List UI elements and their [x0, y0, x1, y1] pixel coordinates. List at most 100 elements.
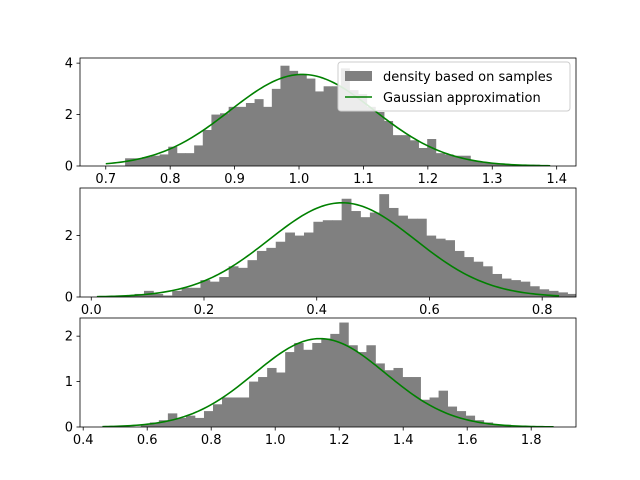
histogram-bar	[271, 88, 281, 166]
axes-frame	[79, 187, 577, 298]
histogram-bars	[140, 322, 512, 427]
histogram-bar	[162, 295, 173, 297]
histogram-bar	[426, 235, 437, 297]
histogram-bar	[411, 377, 421, 427]
histogram-bar	[185, 153, 195, 166]
histogram-bar	[416, 218, 427, 297]
histogram-bar	[185, 415, 196, 427]
histogram-bar	[212, 404, 223, 427]
histogram-bar	[275, 241, 286, 297]
gaussian-curve	[96, 201, 560, 297]
histogram-bar	[511, 280, 521, 297]
histogram-bar	[209, 281, 220, 297]
histogram-bar	[375, 112, 385, 166]
histogram-bar	[194, 145, 204, 166]
x-tick-label: 1.2	[329, 433, 350, 448]
y-tick-label: 0	[65, 160, 73, 175]
legend-box	[337, 61, 571, 112]
x-tick-label: 0.2	[194, 303, 215, 318]
x-tick-label: 1.4	[393, 433, 414, 448]
histogram-bar	[379, 194, 390, 297]
axes-frame	[79, 57, 577, 167]
histogram-bar	[504, 164, 514, 166]
histogram-bars	[125, 65, 540, 166]
histogram-bar	[375, 363, 385, 427]
histogram-bar	[470, 160, 480, 166]
histogram-bar	[402, 377, 412, 427]
histogram-bar	[176, 417, 187, 427]
histogram-bar	[435, 153, 445, 166]
x-tick-label: 1.2	[418, 172, 439, 187]
histogram-bar	[453, 155, 463, 166]
histogram-bar	[435, 238, 446, 297]
gaussian-curve	[102, 337, 554, 427]
histogram-bar	[159, 154, 169, 166]
x-tick-label: 0.6	[419, 303, 440, 318]
histogram-bar	[332, 86, 342, 166]
histogram-bar	[388, 207, 399, 297]
histogram-bar	[231, 397, 241, 427]
axes-frame	[79, 317, 577, 428]
histogram-bar	[247, 260, 258, 297]
y-tick-label: 2	[65, 330, 73, 345]
x-tick-label: 0.4	[306, 303, 327, 318]
histogram-bar	[276, 372, 286, 427]
histogram-bar	[297, 74, 307, 166]
histogram-bar	[330, 333, 340, 427]
histogram-bar	[596, 292, 606, 297]
histogram-bar	[357, 352, 367, 427]
histogram-bar	[219, 277, 230, 297]
histogram-bar	[492, 424, 503, 427]
histogram-bar	[158, 420, 169, 427]
histogram-bar	[501, 278, 512, 297]
histogram-bar	[369, 212, 380, 297]
histogram-bar	[254, 99, 264, 166]
histogram-bar	[238, 267, 248, 297]
histogram-bar	[285, 352, 295, 427]
histogram-bar	[237, 106, 247, 166]
histogram-bar	[202, 130, 212, 166]
y-tick-label: 4	[65, 57, 73, 72]
histogram-bar	[194, 417, 205, 427]
histogram-bar	[478, 162, 489, 166]
histogram-bars	[96, 194, 606, 297]
histogram-bar	[203, 411, 214, 427]
histogram-bar	[427, 139, 437, 166]
y-tick-label: 1	[65, 375, 73, 390]
histogram-bar	[548, 290, 559, 297]
histogram-bar	[348, 345, 358, 427]
histogram-bar	[461, 155, 471, 166]
histogram-bar	[360, 217, 371, 297]
histogram-bar	[340, 68, 350, 166]
histogram-bar	[358, 94, 368, 166]
histogram-bar	[520, 281, 531, 297]
histogram-bar	[211, 114, 221, 166]
histogram-bar	[149, 422, 160, 427]
histogram-bar	[401, 135, 411, 166]
histogram-bar	[228, 106, 238, 166]
histogram-bar	[492, 273, 503, 297]
histogram-bar	[220, 113, 230, 166]
histogram-bar	[323, 86, 333, 166]
x-tick-label: 1.1	[353, 172, 374, 187]
legend-label: Gaussian approximation	[383, 91, 541, 106]
histogram-bar	[341, 198, 352, 297]
histogram-bar	[245, 103, 255, 166]
histogram-bar	[168, 146, 178, 166]
x-tick-label: 0.0	[81, 303, 102, 318]
histogram-bar	[313, 221, 324, 297]
histogram-bar	[407, 218, 418, 297]
histogram-bar	[487, 163, 497, 166]
histogram-bar	[567, 293, 576, 297]
histogram-bar	[294, 235, 305, 297]
x-tick-label: 0.8	[201, 433, 222, 448]
histogram-bar	[191, 287, 201, 297]
legend-label: density based on samples	[383, 70, 553, 85]
chart-panel-2: 0.0 0.2 0.4 0.6 0.8 0 2	[65, 187, 606, 318]
histogram-bar	[289, 70, 299, 166]
histogram-bar	[420, 399, 430, 427]
x-tick-label: 0.7	[95, 172, 116, 187]
histogram-bar	[418, 148, 428, 166]
histogram-bar	[266, 247, 277, 297]
x-tick-label: 1.3	[482, 172, 503, 187]
